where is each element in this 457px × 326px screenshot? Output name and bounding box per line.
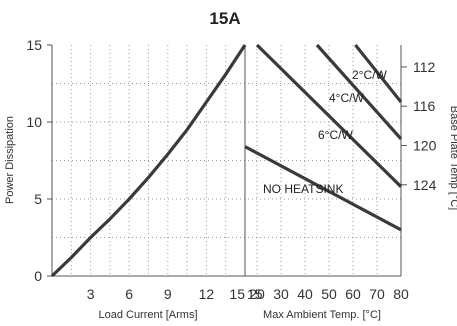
derating-line [354,44,403,103]
y-tick-label: 5 [34,191,42,207]
right-x-tick-label: 20 [249,286,265,302]
grid-layer [52,45,401,276]
right-y-axis-label: Base Plate Temp [°C] [448,106,457,210]
y2-tick-label: 124 [413,177,437,193]
y-axis-label: Power Dissipation [4,116,16,204]
y2-tick-label: 112 [413,59,436,75]
derating-line [315,43,403,140]
right-x-tick-label: 30 [273,286,289,302]
series-label: 6°C/W [318,128,353,142]
right-x-tick-label: 50 [321,286,337,302]
derating-line [255,43,403,188]
x-tick-label: 15 [229,286,245,302]
x-tick-label: 9 [164,286,172,302]
right-x-tick-label: 60 [345,286,361,302]
right-x-tick-label: 15 [247,286,263,302]
y-tick-label: 0 [34,268,42,284]
x-axis-label: Load Current [Arms] [98,309,197,321]
curve-layer [50,43,403,278]
x-tick-label: 12 [199,286,215,302]
right-x-tick-label: 40 [297,286,313,302]
y-tick-label: 15 [26,37,42,53]
y2-tick-label: 120 [413,137,437,153]
right-x-tick-label: 70 [369,286,385,302]
series-label: 2°C/W [352,68,387,82]
x-tick-label: 6 [125,286,133,302]
derating-line [244,145,402,232]
frame-layer [47,44,407,277]
y2-tick-label: 116 [413,98,436,114]
right-x-tick-label: 80 [393,286,409,302]
series-label: 4°C/W [329,91,364,105]
power-dissipation-curve [50,44,247,278]
y-tick-label: 10 [26,114,42,130]
chart-title: 15A [209,9,240,28]
x-tick-label: 3 [87,286,95,302]
series-label: NO HEATSINK [263,182,343,196]
right-x-axis-label: Max Ambient Temp. [°C] [263,309,381,321]
